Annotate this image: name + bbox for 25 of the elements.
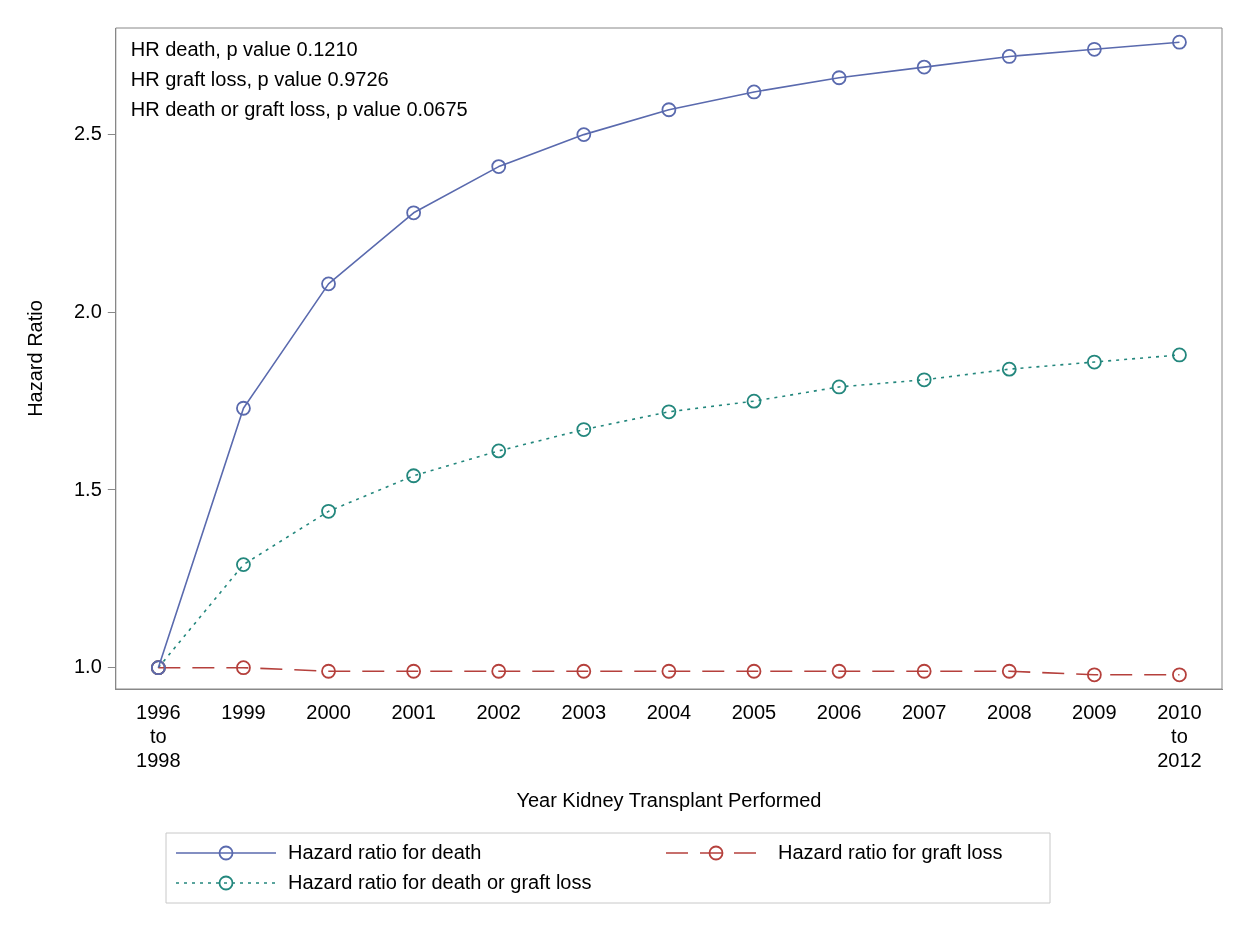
x-tick-label: 2005 xyxy=(731,700,777,723)
x-tick-label: 1996 to 1998 xyxy=(136,700,181,771)
x-tick-label: 2004 xyxy=(646,700,692,723)
x-tick-label: 2003 xyxy=(561,700,607,723)
x-tick-label: 2000 xyxy=(306,700,351,723)
y-tick-label: 1.0 xyxy=(73,655,102,678)
legend-label: Hazard ratio for graft loss xyxy=(778,840,1003,863)
legend-label: Hazard ratio for death xyxy=(288,840,482,863)
x-tick-label: 2007 xyxy=(901,700,947,723)
x-tick-label: 2009 xyxy=(1072,700,1117,723)
annotation: HR graft loss, p value 0.9726 xyxy=(130,67,389,90)
y-tick-label: 1.5 xyxy=(73,477,102,500)
x-tick-label: 2006 xyxy=(816,700,862,723)
y-axis-title: Hazard Ratio xyxy=(23,300,46,417)
legend-label: Hazard ratio for death or graft loss xyxy=(288,870,592,893)
x-tick-label: 2010 to 2012 xyxy=(1157,700,1202,771)
x-tick-label: 2008 xyxy=(987,700,1032,723)
y-tick-label: 2.0 xyxy=(73,299,102,322)
annotation: HR death, p value 0.1210 xyxy=(130,37,358,60)
y-tick-label: 2.5 xyxy=(73,122,102,145)
x-tick-label: 2002 xyxy=(476,700,521,723)
annotation: HR death or graft loss, p value 0.0675 xyxy=(130,97,468,120)
x-tick-label: 2001 xyxy=(391,700,436,723)
x-axis-title: Year Kidney Transplant Performed xyxy=(516,788,822,811)
x-tick-label: 1999 xyxy=(221,700,266,723)
